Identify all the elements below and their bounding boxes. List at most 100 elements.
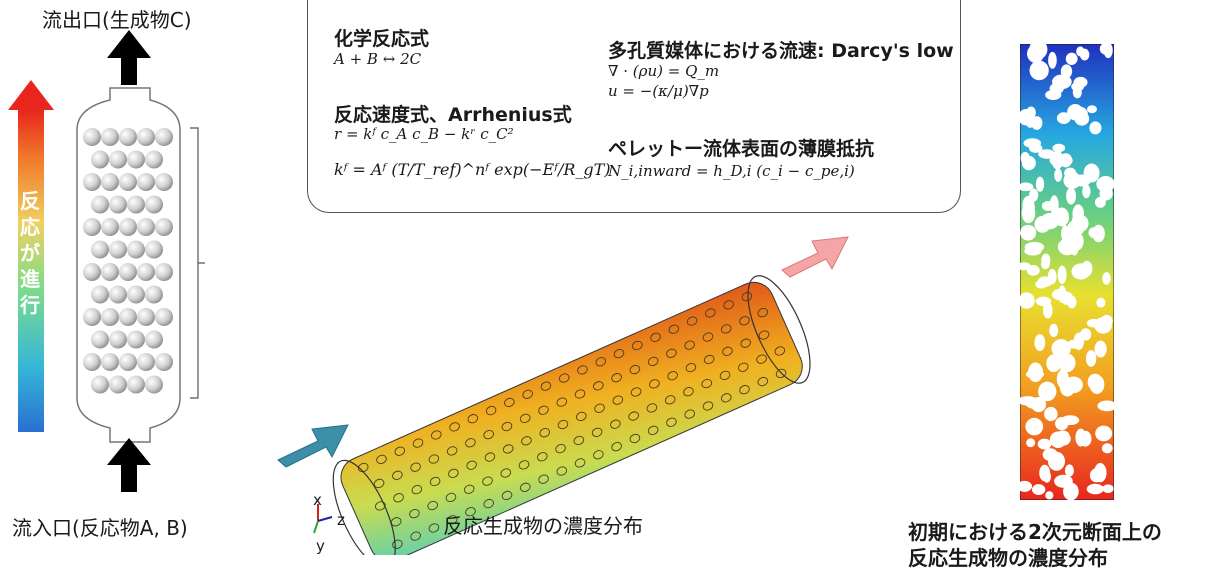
pore — [740, 338, 752, 348]
pore — [484, 452, 496, 462]
pellet-section — [1072, 86, 1082, 99]
pellet-section — [1045, 89, 1062, 100]
pellet — [137, 173, 155, 191]
progress-arrow — [8, 80, 54, 432]
bracket-line — [190, 127, 205, 399]
pellet — [119, 128, 137, 146]
pore — [594, 403, 605, 413]
pellet-section — [1047, 269, 1057, 285]
caption-2d-line1: 初期における2次元断面上の — [908, 520, 1162, 544]
pellet — [137, 218, 155, 236]
pellet-section — [1021, 155, 1036, 171]
pore — [540, 381, 552, 391]
pellet — [109, 150, 127, 169]
pellet-section — [1049, 431, 1067, 448]
pore — [412, 438, 424, 448]
pore — [504, 397, 515, 408]
pore — [611, 442, 622, 452]
rate-heading: 反応速度式、Arrhenius式 — [334, 104, 572, 126]
pore — [611, 373, 622, 383]
pore — [774, 346, 786, 356]
pore — [410, 531, 421, 541]
pellet-section — [1079, 430, 1092, 447]
film-equation: N_i,inward = h_D,i (c_i − c_pe,i) — [608, 162, 855, 180]
pore — [465, 507, 476, 517]
inlet-arrow-icon — [107, 438, 151, 492]
pore — [483, 430, 494, 440]
pore — [538, 405, 549, 415]
pore — [575, 411, 587, 422]
pore — [775, 368, 787, 379]
pore — [428, 454, 440, 464]
pellet-section — [1034, 334, 1046, 352]
pore — [739, 316, 750, 326]
pellet-section — [1038, 149, 1056, 159]
pellet-section — [1085, 350, 1097, 367]
pellet-section — [1041, 201, 1054, 211]
pellet — [109, 375, 127, 394]
pellet — [137, 263, 155, 281]
pellet-section — [1087, 105, 1097, 114]
pore — [446, 446, 458, 456]
pore — [558, 373, 570, 383]
pellet — [101, 128, 119, 146]
pellet-section — [1052, 143, 1066, 153]
progress-label: 反応が進行 — [20, 189, 40, 317]
pellet-section — [1079, 48, 1090, 61]
pellet — [109, 195, 127, 214]
pellet — [101, 218, 119, 236]
pellet — [155, 353, 173, 371]
pellet — [91, 330, 109, 349]
pellet-section — [1035, 176, 1045, 192]
pellet — [155, 128, 173, 146]
axes-triad — [313, 504, 333, 534]
pellet-section — [1020, 224, 1037, 241]
pellet-section — [1061, 415, 1080, 426]
pore — [664, 395, 676, 405]
pellet — [119, 263, 137, 281]
pellet-section — [1022, 195, 1035, 216]
bed-pores — [357, 292, 787, 549]
pore — [577, 365, 588, 375]
pore — [394, 446, 406, 456]
pellet — [119, 173, 137, 191]
darcy-equation-2: u = −(κ/μ)∇p — [608, 82, 709, 100]
pellet-section — [1038, 381, 1057, 402]
pellet-section — [1026, 438, 1036, 448]
pellet-section — [1045, 491, 1054, 500]
pellet-section — [1102, 484, 1114, 494]
pore — [485, 405, 497, 416]
pore — [409, 509, 420, 519]
pellet-section — [1054, 168, 1063, 182]
pellet-section — [1103, 44, 1113, 59]
pore — [757, 307, 769, 318]
pore — [376, 454, 387, 465]
pellet — [145, 285, 163, 304]
pore — [701, 378, 713, 389]
pellet — [145, 330, 163, 349]
pellet — [119, 218, 137, 236]
pellet-section — [1058, 240, 1071, 251]
pore — [610, 419, 621, 429]
pore — [522, 389, 533, 399]
pellet — [127, 195, 145, 214]
pellet-section — [1100, 314, 1113, 327]
pore — [737, 362, 749, 372]
pore — [719, 370, 731, 381]
pellet-section — [1020, 182, 1034, 192]
axis-x-label: x — [313, 491, 322, 509]
pellet — [91, 285, 109, 304]
pore — [683, 387, 694, 397]
pellet — [83, 353, 101, 371]
chem-equation: A + B ↔ 2C — [334, 50, 422, 68]
pore — [702, 332, 714, 342]
darcy-equation-1: ∇ · (ρu) = Q_m — [608, 62, 720, 80]
pore — [573, 435, 585, 446]
pellet-section — [1094, 196, 1106, 208]
pellet — [101, 308, 119, 326]
pellet-section — [1095, 425, 1113, 442]
pellet — [83, 128, 101, 146]
pellet — [101, 353, 119, 371]
pore — [666, 348, 677, 358]
pellet-section — [1094, 340, 1107, 358]
